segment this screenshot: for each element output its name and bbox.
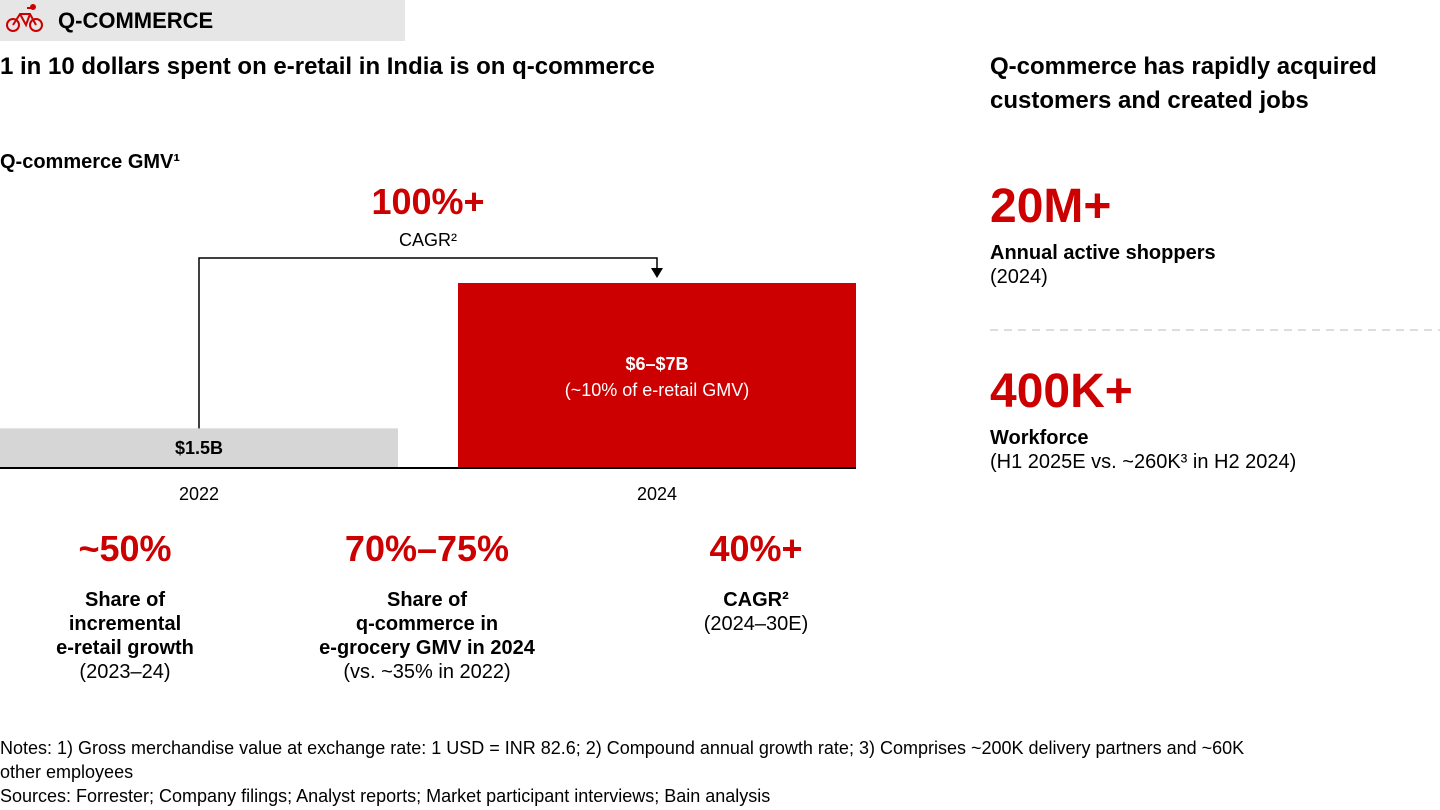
- value-label: $6–$7B: [625, 353, 689, 374]
- footnote: Notes: 1) Gross merchandise value at exc…: [0, 738, 1245, 758]
- bar: [458, 283, 856, 468]
- stat-label: Workforce: [990, 427, 1089, 449]
- arrow-head: [651, 268, 663, 278]
- header-band: [0, 0, 405, 41]
- stat-value: ~50%: [78, 528, 172, 569]
- stat-label: q-commerce in: [355, 613, 499, 635]
- stat-label: Share of: [84, 589, 166, 611]
- stat-value: 40%+: [709, 528, 803, 569]
- header-label: Q-COMMERCE: [58, 8, 214, 33]
- chart-title: Q-commerce GMV¹: [0, 151, 181, 173]
- value-label: $1.5B: [174, 438, 224, 459]
- growth-value: 100%+: [371, 181, 485, 222]
- x-tick-label: 2022: [178, 484, 220, 504]
- stat-label: e-grocery GMV in 2024: [319, 637, 535, 659]
- stat-label: CAGR²: [723, 589, 789, 611]
- stat-note: (H1 2025E vs. ~260K³ in H2 2024): [990, 451, 1297, 473]
- stat-label: Annual active shoppers: [990, 242, 1216, 264]
- x-tick-label: 2024: [636, 484, 678, 504]
- stat-value: 70%–75%: [344, 528, 510, 569]
- growth-arrow: [198, 257, 658, 429]
- stat-label: Share of: [386, 589, 468, 611]
- footnote: Sources: Forrester; Company filings; Ana…: [0, 786, 771, 806]
- bike-icon: [6, 4, 43, 32]
- stat-note: (2024–30E): [703, 613, 809, 635]
- stat-value: 400K+: [990, 365, 1133, 418]
- title: customers and created jobs: [990, 87, 1309, 114]
- stat-label: incremental: [68, 613, 182, 635]
- footnote: other employees: [0, 762, 134, 782]
- stat-value: 20M+: [990, 180, 1112, 233]
- bar-annotation: (~10% of e-retail GMV): [564, 379, 750, 400]
- title: 1 in 10 dollars spent on e-retail in Ind…: [0, 53, 655, 80]
- bar: [0, 428, 398, 468]
- stat-note: (vs. ~35% in 2022): [343, 661, 511, 683]
- stat-label: e-retail growth: [56, 637, 194, 659]
- stat-note: (2023–24): [79, 661, 171, 683]
- title: Q-commerce has rapidly acquired: [990, 53, 1377, 80]
- stat-note: (2024): [990, 266, 1048, 288]
- growth-label: CAGR²: [399, 230, 457, 250]
